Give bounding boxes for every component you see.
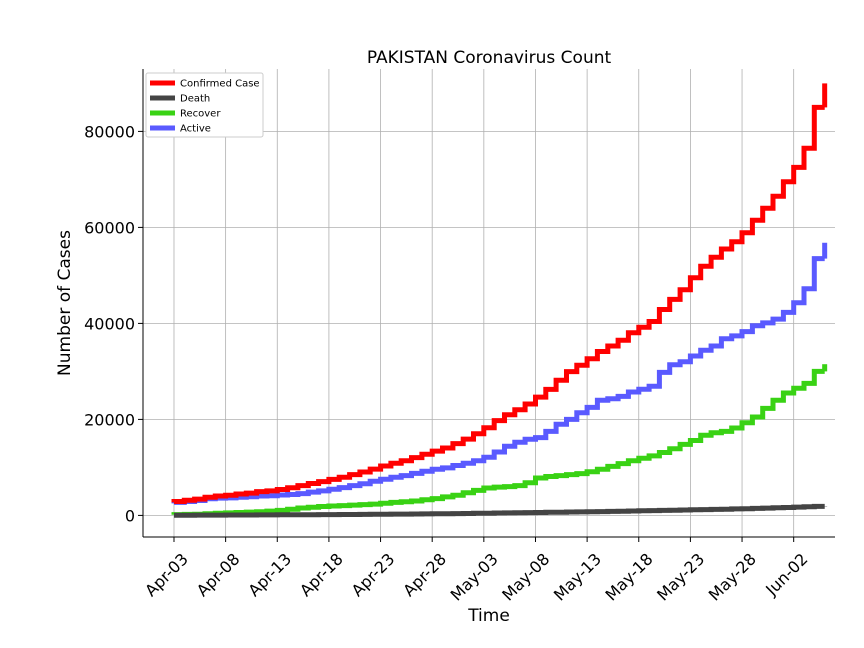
series-line-recover — [171, 368, 825, 518]
x-tick-label: Apr-18 — [296, 549, 347, 600]
x-tick-label: Apr-08 — [193, 549, 244, 600]
series-line-active — [171, 256, 825, 505]
x-tick-label: May-03 — [447, 549, 502, 604]
x-tick-label: May-28 — [705, 549, 760, 604]
axes — [142, 69, 835, 538]
x-tick-label: May-08 — [498, 549, 553, 604]
legend: Confirmed Case Death Recover Active — [145, 72, 264, 138]
x-tick-label: May-23 — [653, 549, 708, 604]
x-tick-label: Apr-13 — [244, 549, 295, 600]
series-line-confirmed-case — [171, 104, 825, 504]
grid-lines — [143, 69, 835, 537]
plot-series — [171, 83, 828, 518]
x-tick-label: May-18 — [602, 549, 657, 604]
chart-title: PAKISTAN Coronavirus Count — [367, 48, 612, 68]
legend-label: Death — [180, 94, 210, 105]
legend-label: Active — [180, 124, 211, 135]
y-axis-ticks: 0 20000 40000 60000 80000 — [84, 122, 143, 525]
x-axis-title: Time — [467, 606, 510, 626]
x-tick-label: Apr-23 — [348, 549, 399, 600]
x-tick-label: Jun-02 — [761, 549, 811, 599]
legend-label: Recover — [180, 109, 221, 120]
legend-label: Confirmed Case — [180, 79, 260, 90]
x-tick-label: May-13 — [550, 549, 605, 604]
y-tick-label: 0 — [125, 506, 135, 525]
y-axis-title: Number of Cases — [55, 230, 75, 376]
x-tick-label: Apr-03 — [141, 549, 192, 600]
x-axis-ticks: Apr-03 Apr-08 Apr-13 Apr-18 Apr-23 Apr-28May-… — [141, 537, 812, 605]
y-tick-label: 40000 — [84, 314, 135, 333]
legend-frame — [145, 72, 264, 138]
y-tick-label: 60000 — [84, 218, 135, 237]
y-tick-label: 80000 — [84, 122, 135, 141]
y-tick-label: 20000 — [84, 410, 135, 429]
x-tick-label: Apr-28 — [399, 549, 450, 600]
series-line-death — [174, 503, 825, 518]
